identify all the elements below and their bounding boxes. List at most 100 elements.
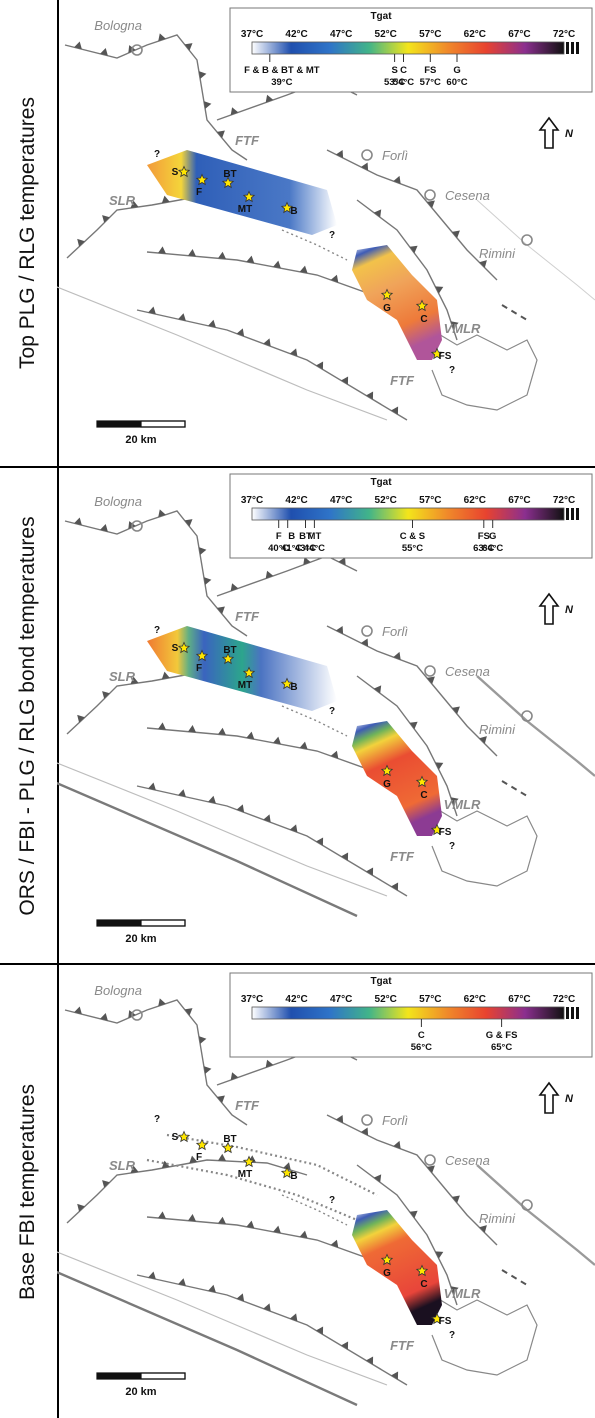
thrust-tooth [203,577,212,585]
legend-entry-temp: 57°C [420,77,441,88]
colorbar-title: Tgat [370,477,392,488]
legend-entry-temp: 40°C [268,543,289,554]
rimini-city-marker [521,1199,533,1211]
panel-title: Top PLG / RLG temperatures [16,97,39,369]
site-star-c [415,775,429,788]
colorbar-title: Tgat [370,976,392,987]
site-label-g: G [383,303,391,314]
colorbar-tick-label: 47°C [330,994,352,1005]
thrust-tooth [184,1008,193,1016]
rimini-label: Rimini [479,1211,516,1226]
colorbar-tick-label: 37°C [241,29,263,40]
site-star-s [177,641,191,654]
dash-ne [501,780,528,797]
legend-entry-temp: 54°C [393,77,414,88]
coast-se [431,805,538,887]
thrust-tooth [246,1220,255,1229]
thrust-tooth [198,71,207,79]
colorbar-tick-label: 42°C [285,994,307,1005]
thrust-tooth [289,1313,298,1322]
site-label-fs: FS [439,351,452,362]
legend-entry-temp: 55°C [402,543,423,554]
thrust-outer [136,785,408,897]
thrust-vmlr [356,675,458,817]
thrust-tooth [299,265,308,274]
thrust-tooth [316,361,324,370]
site-star-mt [242,666,256,679]
legend-entry-label: C [418,1030,425,1041]
ftf-label-south: FTF [390,1338,415,1353]
thrust-front-north [64,999,248,1126]
thrust-tooth [409,245,418,254]
thrust-tooth [216,130,225,139]
thrust-tooth [479,260,487,268]
unknown-mark: ? [154,625,160,636]
scale-bar [140,919,186,927]
thrust-tooth [391,406,399,415]
thrust-tooth [303,556,311,565]
colorbar-tick-label: 42°C [285,29,307,40]
colorbar-tick-label: 52°C [375,29,397,40]
legend-entry-temp: 64°C [482,543,503,554]
thrust-tooth [330,274,339,283]
thrust-tooth [450,797,459,805]
thrust-tooth [236,328,245,337]
coast-line-2 [57,1270,358,1407]
site-label-bt: BT [223,169,236,180]
colorbar-tick-label: 57°C [419,29,441,40]
thrust-tooth [74,1006,82,1015]
thrust-tooth [230,107,239,116]
thrust-tooth [77,238,85,247]
thrust-tooth [178,1278,186,1286]
site-star-bt [221,1141,235,1154]
thrust-tooth [341,852,349,861]
legend-entry-temp: 65°C [491,1042,512,1053]
legend-entry-temp: 53°C [384,77,405,88]
thrust-east [326,1114,498,1246]
unknown-mark: ? [154,1114,160,1125]
site-label-b: B [290,682,297,693]
thrust-tooth [184,519,193,527]
forli-city-marker [361,1114,373,1126]
thrust-tooth [184,43,193,51]
scale-bar [97,920,141,926]
site-label-mt: MT [238,1169,252,1180]
legend-entry-label: BT [299,531,312,542]
thrust-tooth [341,376,349,385]
thrust-tooth [178,789,186,797]
site-label-s: S [172,1132,179,1143]
temperature-strip-north [147,150,337,235]
scale-bar [97,1373,141,1379]
coast-line [57,762,388,897]
thrust-east [326,149,498,281]
colorbar-end-stripe [576,1007,579,1019]
thrust-tooth [130,1165,139,1174]
thrust-tooth [335,626,344,634]
unknown-mark: ? [449,1330,455,1341]
thrust-tooth [360,162,369,171]
site-star-mt [242,1155,256,1168]
thrust-tooth [218,251,226,259]
colorbar-tick-label: 72°C [553,29,575,40]
rimini-label: Rimini [479,722,516,737]
colorbar-tick-label: 72°C [553,495,575,506]
colorbar-title: Tgat [370,11,392,22]
colorbar-end-stripe [571,1007,574,1019]
site-label-s: S [172,643,179,654]
dotted-boundary-2 [146,1158,358,1222]
panel-side-label-box: Top PLG / RLG temperatures [0,0,59,466]
thrust-tooth [130,200,139,209]
north-label: N [565,1093,574,1105]
site-label-f: F [196,663,202,674]
thrust-tooth [230,1072,239,1081]
colorbar-end-stripe [576,508,579,520]
site-label-f: F [196,187,202,198]
thrust-tooth [391,882,399,891]
panel-side-label-box: Base FBI temperatures [0,965,59,1418]
temperature-strip-south [352,1210,442,1325]
north-label: N [565,128,574,140]
thrust-tooth [426,676,435,685]
ftf-label: FTF [235,609,260,624]
thrust-tooth [74,41,82,50]
site-label-b: B [290,206,297,217]
